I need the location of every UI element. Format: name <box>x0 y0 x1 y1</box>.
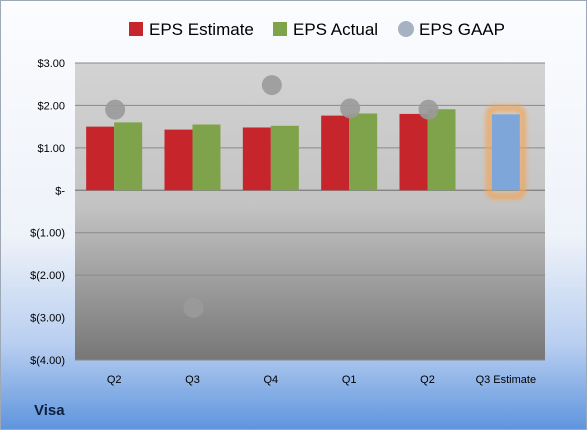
x-tick-label: Q2 <box>420 374 435 386</box>
bar-upcoming-estimate <box>491 114 520 191</box>
y-tick-label: $- <box>55 185 65 197</box>
bar-eps-estimate <box>86 126 115 191</box>
x-tick-label: Q1 <box>342 374 357 386</box>
legend-label: EPS Estimate <box>149 20 254 39</box>
y-axis: $3.00 $2.00 $1.00 $- $(1.00) $(2.00) $(3.00) $(… <box>30 58 65 367</box>
legend-swatch <box>398 21 414 37</box>
y-tick-label: $2.00 <box>37 100 65 112</box>
gridlines <box>75 62 545 361</box>
y-tick-label: $(2.00) <box>30 270 65 282</box>
y-tick-label: $(4.00) <box>30 355 65 367</box>
legend-swatch <box>273 22 287 36</box>
y-tick-label: $(3.00) <box>30 313 65 325</box>
y-tick-label: $3.00 <box>37 58 65 70</box>
bar-eps-actual <box>427 109 456 191</box>
estimate-glow <box>485 105 526 200</box>
legend-swatch <box>129 22 143 36</box>
bar-eps-actual <box>349 113 378 191</box>
y-tick-label: $1.00 <box>37 143 65 155</box>
marker-eps-gaap <box>340 98 361 119</box>
gaap-markers <box>105 75 439 318</box>
bars <box>86 105 526 200</box>
marker-eps-gaap <box>183 297 204 318</box>
x-axis: Q2 Q3 Q4 Q1 Q2 Q3 Estimate <box>107 374 536 386</box>
bar-eps-actual <box>192 124 221 191</box>
bar-eps-estimate <box>399 113 428 191</box>
legend-label: EPS GAAP <box>419 20 505 39</box>
marker-eps-gaap <box>418 99 439 120</box>
plot-area <box>75 63 545 360</box>
bar-eps-estimate <box>164 129 193 191</box>
bar-eps-estimate <box>321 115 350 191</box>
marker-eps-gaap <box>105 99 126 120</box>
x-tick-label: Q3 <box>185 374 200 386</box>
bar-eps-actual <box>114 122 143 191</box>
marker-eps-gaap <box>261 75 282 96</box>
y-tick-label: $(1.00) <box>30 228 65 240</box>
x-tick-label: Q4 <box>263 374 278 386</box>
x-tick-label: Q3 Estimate <box>476 374 537 386</box>
company-name: Visa <box>34 402 65 419</box>
bar-eps-actual <box>270 125 299 191</box>
x-tick-label: Q2 <box>107 374 122 386</box>
legend: EPS Estimate EPS Actual EPS GAAP <box>129 20 505 39</box>
legend-label: EPS Actual <box>293 20 378 39</box>
bar-eps-estimate <box>242 127 271 191</box>
